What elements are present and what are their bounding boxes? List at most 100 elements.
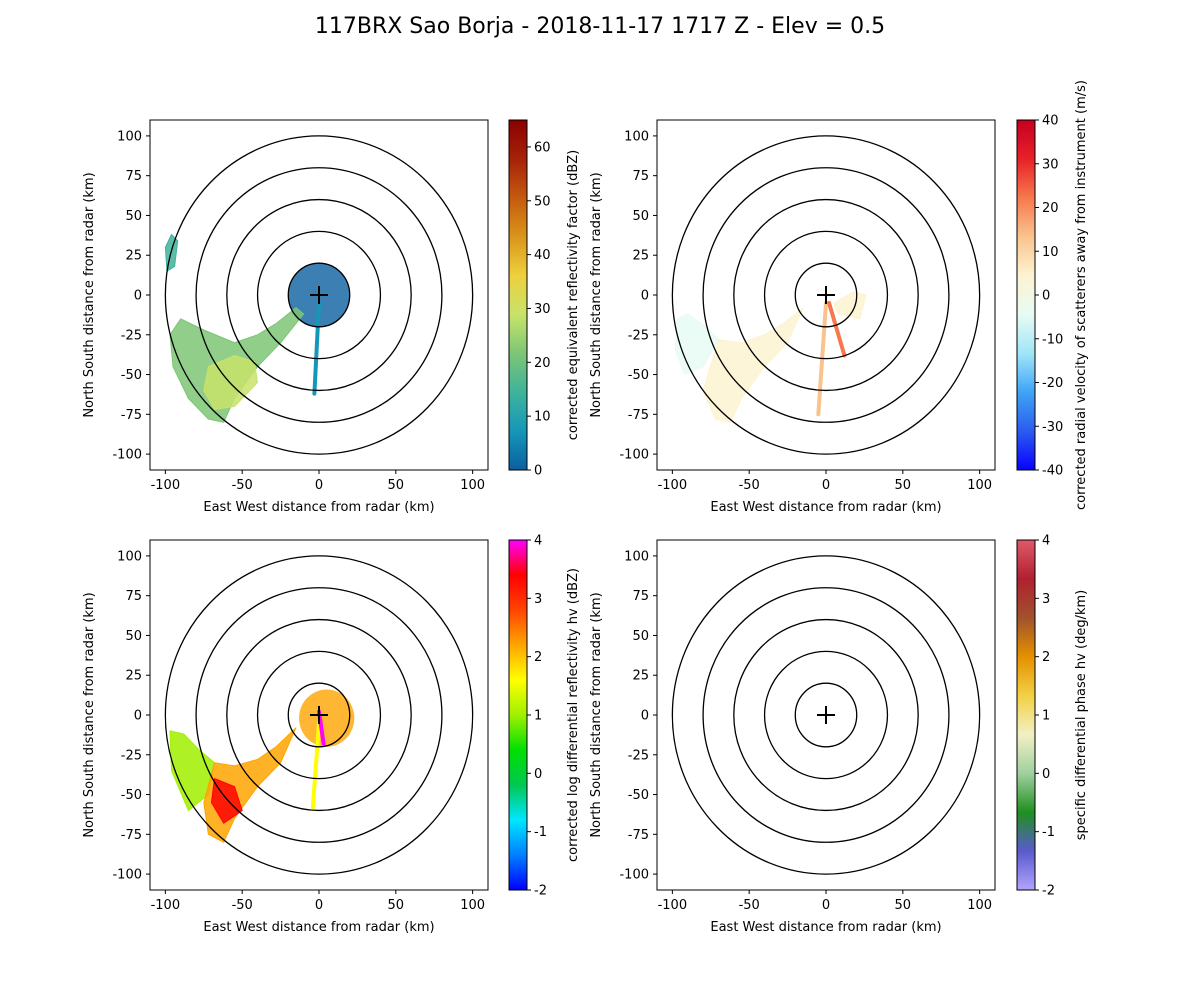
x-tick-label: -50 bbox=[232, 478, 253, 493]
x-axis-label: East West distance from radar (km) bbox=[710, 920, 941, 935]
range-ring bbox=[195, 587, 443, 843]
colorbar-tick-label: -30 bbox=[1042, 420, 1063, 435]
y-axis-label: North South distance from radar (km) bbox=[589, 172, 604, 417]
colorbar-tick-label: 60 bbox=[534, 140, 551, 155]
y-tick-label: 0 bbox=[134, 289, 142, 304]
y-axis-label: North South distance from radar (km) bbox=[589, 592, 604, 837]
y-tick-label: -25 bbox=[628, 748, 649, 763]
figure-title: 117BRX Sao Borja - 2018-11-17 1717 Z - E… bbox=[314, 14, 886, 39]
colorbar-label: corrected log differential reflectivity … bbox=[566, 568, 581, 862]
panel-differential_reflectivity: -100 -50 0 50 100 -100 -75 -50 -25 0 25 50 75 100 East… bbox=[82, 534, 581, 936]
colorbar-tick-label: 0 bbox=[1042, 767, 1050, 782]
y-tick-label: 50 bbox=[632, 629, 649, 644]
y-tick-label: -75 bbox=[121, 408, 142, 423]
x-tick-label: 0 bbox=[315, 898, 323, 913]
colorbar-tick-label: 4 bbox=[534, 534, 542, 549]
y-tick-label: 50 bbox=[125, 629, 142, 644]
colorbar-tick-label: 3 bbox=[534, 592, 542, 607]
echo-spoke bbox=[312, 300, 321, 396]
echo-region bbox=[702, 307, 804, 423]
range-ring bbox=[164, 555, 474, 875]
range-ring bbox=[702, 587, 950, 843]
y-tick-label: -100 bbox=[619, 448, 649, 463]
echo-disc bbox=[299, 689, 355, 747]
colorbar-tick-label: 20 bbox=[1042, 201, 1059, 216]
colorbar-tick-label: 2 bbox=[1042, 650, 1050, 665]
colorbar bbox=[508, 539, 528, 891]
echo-spoke bbox=[827, 300, 847, 358]
x-tick-label: 100 bbox=[460, 478, 485, 493]
colorbar-tick-label: 0 bbox=[534, 767, 542, 782]
colorbar-tick-label: -1 bbox=[534, 825, 547, 840]
panel-velocity: -100 -50 0 50 100-100-75-50-250255075100East… bbox=[589, 80, 1089, 515]
x-axis-label: East West distance from radar (km) bbox=[203, 500, 434, 515]
range-ring bbox=[195, 167, 443, 423]
y-tick-label: 25 bbox=[632, 669, 649, 684]
range-ring bbox=[702, 167, 950, 423]
y-tick-label: -75 bbox=[121, 828, 142, 843]
y-tick-label: 75 bbox=[632, 589, 649, 604]
colorbar-tick-label: -20 bbox=[1042, 376, 1063, 391]
plot-area bbox=[164, 135, 474, 455]
plot-area bbox=[164, 555, 474, 875]
colorbar-tick-label: 30 bbox=[534, 302, 551, 317]
colorbar-tick-label: 40 bbox=[534, 248, 551, 263]
x-tick-label: -50 bbox=[232, 898, 253, 913]
y-tick-label: -25 bbox=[121, 748, 142, 763]
colorbar-tick-label: 0 bbox=[534, 464, 542, 479]
range-ring bbox=[287, 682, 351, 748]
y-tick-label: 0 bbox=[134, 709, 142, 724]
range-ring bbox=[671, 135, 981, 455]
y-tick-label: -25 bbox=[121, 328, 142, 343]
echo-region bbox=[833, 291, 867, 320]
colorbar-tick-label: -1 bbox=[1042, 825, 1055, 840]
x-tick-label: 100 bbox=[967, 898, 992, 913]
range-ring bbox=[164, 135, 474, 455]
x-tick-label: 50 bbox=[388, 478, 405, 493]
range-ring bbox=[794, 262, 858, 328]
x-tick-label: 50 bbox=[895, 898, 912, 913]
plot-area bbox=[671, 555, 981, 875]
y-tick-label: 0 bbox=[641, 709, 649, 724]
x-tick-label: 50 bbox=[388, 898, 405, 913]
colorbar-label: specific differential phase hv (deg/km) bbox=[1074, 590, 1089, 840]
x-tick-label: -100 bbox=[658, 478, 688, 493]
y-tick-label: 25 bbox=[125, 249, 142, 264]
y-tick-label: 50 bbox=[632, 209, 649, 224]
colorbar bbox=[1016, 539, 1036, 891]
colorbar-tick-label: 4 bbox=[1042, 534, 1050, 549]
x-tick-label: 0 bbox=[315, 478, 323, 493]
x-tick-label: 100 bbox=[460, 898, 485, 913]
echo-spoke bbox=[310, 720, 321, 810]
x-tick-label: -50 bbox=[739, 898, 760, 913]
colorbar-tick-label: -10 bbox=[1042, 332, 1063, 347]
y-tick-label: 25 bbox=[125, 669, 142, 684]
range-ring bbox=[794, 682, 858, 748]
colorbar-tick-label: 10 bbox=[534, 410, 551, 425]
x-tick-label: 0 bbox=[822, 478, 830, 493]
colorbar-tick-label: 40 bbox=[1042, 114, 1059, 129]
y-tick-label: 0 bbox=[641, 289, 649, 304]
y-tick-label: 100 bbox=[117, 549, 142, 564]
y-tick-label: 75 bbox=[125, 169, 142, 184]
y-tick-label: 100 bbox=[117, 129, 142, 144]
range-ring bbox=[763, 230, 889, 360]
y-tick-label: -50 bbox=[121, 788, 142, 803]
y-axis-label: North South distance from radar (km) bbox=[82, 592, 97, 837]
range-ring bbox=[226, 198, 412, 392]
panel-reflectivity: -100 -50 0 50 100-100-75-50-250255075100East… bbox=[82, 119, 581, 515]
range-ring bbox=[256, 230, 382, 360]
x-axis-label: East West distance from radar (km) bbox=[203, 920, 434, 935]
range-ring bbox=[763, 650, 889, 780]
y-tick-label: -50 bbox=[121, 368, 142, 383]
range-ring bbox=[256, 650, 382, 780]
colorbar-label: corrected equivalent reflectivity factor… bbox=[566, 150, 581, 441]
colorbar-tick-label: 1 bbox=[1042, 709, 1050, 724]
x-tick-label: -100 bbox=[151, 898, 181, 913]
y-tick-label: 100 bbox=[624, 549, 649, 564]
colorbar-tick-label: 0 bbox=[1042, 289, 1050, 304]
colorbar-tick-label: 20 bbox=[534, 356, 551, 371]
y-tick-label: -50 bbox=[628, 788, 649, 803]
colorbar-label: corrected radial velocity of scatterers … bbox=[1074, 80, 1089, 510]
